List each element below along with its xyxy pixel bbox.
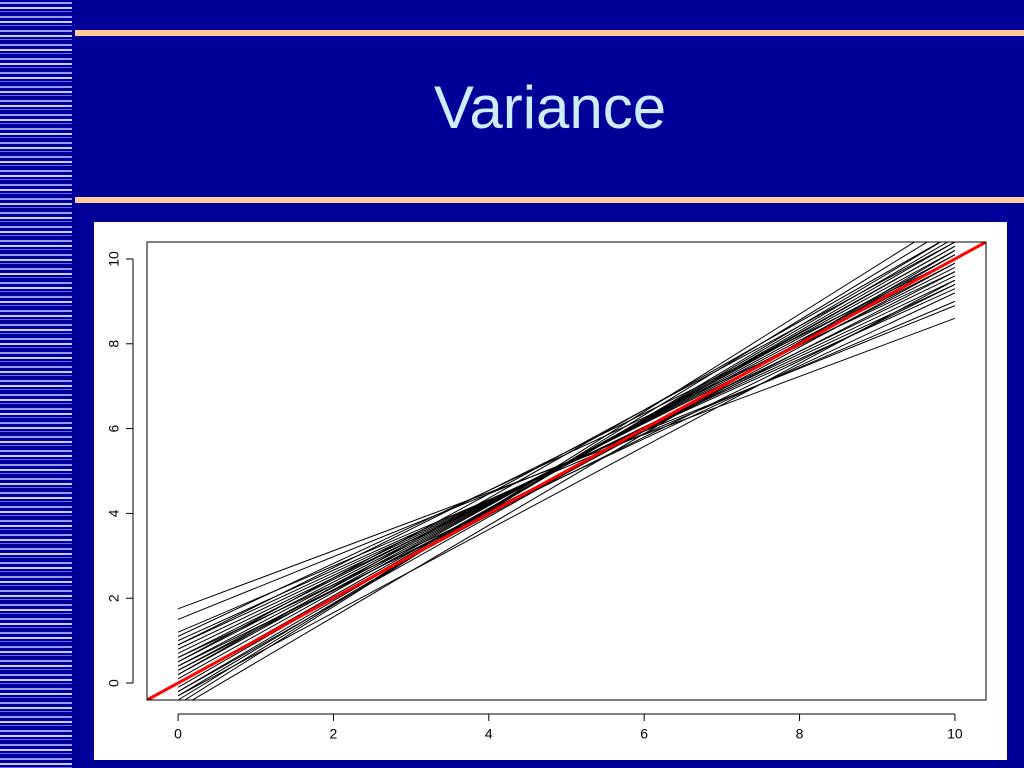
x-tick-label: 4 (485, 726, 493, 742)
regression-line (177, 254, 956, 692)
side-stripes (0, 0, 72, 768)
regression-line (177, 300, 956, 633)
axes: 0 2 4 6 8 10 0 2 4 6 8 10 (106, 251, 963, 742)
y-tick-label: 10 (106, 251, 122, 267)
x-tick-label: 2 (330, 726, 338, 742)
regression-line (177, 271, 956, 637)
regression-line (177, 279, 956, 697)
regression-line (183, 242, 916, 700)
regression-line (177, 242, 929, 700)
y-tick-label: 6 (106, 424, 122, 432)
plot-frame (146, 241, 987, 701)
regression-line (191, 250, 956, 700)
regression-line (177, 283, 956, 667)
plot-area (147, 242, 986, 700)
y-tick-label: 4 (106, 509, 122, 517)
y-tick-label: 0 (106, 679, 122, 687)
y-tick-label: 8 (106, 340, 122, 348)
bottom-rule (75, 197, 1024, 203)
x-tick-label: 8 (796, 726, 804, 742)
regression-line (177, 317, 956, 610)
slide-title: Variance (434, 74, 666, 141)
y-tick-label: 2 (106, 594, 122, 602)
x-tick-label: 10 (947, 726, 963, 742)
reference-line (147, 242, 986, 700)
x-tick-label: 0 (174, 726, 182, 742)
top-rule (75, 30, 1024, 36)
x-tick-label: 6 (640, 726, 648, 742)
regression-line (177, 242, 956, 663)
